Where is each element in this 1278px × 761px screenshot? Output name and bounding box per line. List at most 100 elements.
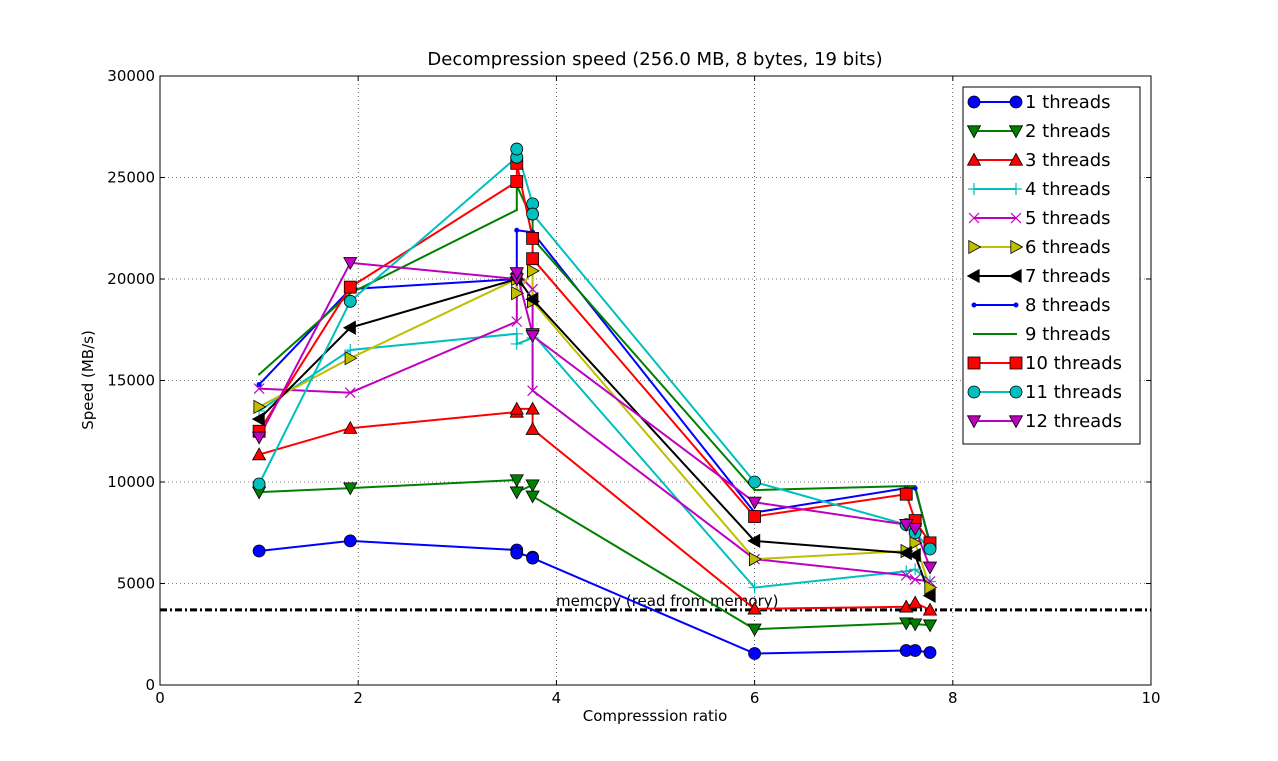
- legend-marker: [967, 385, 981, 399]
- data-point: [510, 327, 523, 340]
- legend-marker: [971, 302, 977, 308]
- x-tick-label: 6: [750, 689, 760, 707]
- data-point: [514, 227, 520, 233]
- data-point: [747, 533, 761, 549]
- series-8: [258, 229, 931, 544]
- data-point: [527, 283, 539, 295]
- data-point: [909, 535, 923, 551]
- chart-title: Decompression speed (256.0 MB, 8 bytes, …: [427, 49, 882, 70]
- legend-label: 9 threads: [1025, 324, 1111, 345]
- data-point: [343, 257, 358, 271]
- series-markers-5: [253, 267, 936, 587]
- data-point: [526, 252, 540, 266]
- legend-label: 4 threads: [1025, 179, 1111, 200]
- legend-label: 3 threads: [1025, 150, 1111, 171]
- x-tick-label: 2: [353, 689, 363, 707]
- data-point: [511, 316, 523, 328]
- legend-marker: [966, 152, 982, 166]
- legend-marker: [966, 268, 980, 284]
- data-point: [922, 602, 938, 616]
- data-point: [909, 574, 921, 585]
- legend-label: 5 threads: [1025, 208, 1111, 229]
- data-point: [526, 207, 540, 221]
- data-point: [747, 601, 762, 615]
- data-point: [344, 344, 357, 357]
- data-point: [908, 644, 922, 657]
- data-point: [256, 382, 262, 388]
- y-tick-label: 15000: [107, 372, 155, 390]
- series-line: [258, 185, 931, 546]
- data-point: [251, 447, 267, 461]
- x-tick-label: 8: [948, 689, 958, 707]
- legend: 1 threads 2 threads 3 threads 4 threads 5 th…: [962, 86, 1141, 445]
- data-point: [922, 561, 938, 575]
- legend-item: 4 threads: [968, 179, 1111, 200]
- legend-marker: [968, 212, 980, 224]
- data-point: [912, 485, 918, 491]
- data-point: [922, 588, 936, 603]
- data-point: [923, 542, 937, 556]
- legend-item: 6 threads: [968, 237, 1111, 258]
- legend-marker: [1010, 239, 1024, 255]
- data-point: [748, 647, 761, 660]
- data-point: [525, 490, 540, 504]
- data-point: [909, 563, 922, 576]
- series-line: [258, 273, 931, 597]
- series-markers-8: [256, 227, 933, 546]
- legend-item: 10 threads: [967, 353, 1122, 374]
- series-group: [251, 142, 938, 660]
- legend-item: 7 threads: [966, 266, 1111, 287]
- data-point: [251, 431, 267, 445]
- data-point: [525, 330, 540, 344]
- legend-label: 10 threads: [1025, 353, 1122, 374]
- data-point: [343, 534, 357, 548]
- x-tick-label: 10: [1141, 689, 1160, 707]
- series-9: [258, 185, 931, 546]
- data-point: [907, 595, 923, 609]
- data-point: [748, 475, 761, 489]
- data-point: [252, 544, 266, 558]
- legend-marker: [1008, 415, 1024, 429]
- y-tick-label: 25000: [107, 169, 155, 187]
- data-point: [343, 482, 358, 496]
- y-tick-label: 10000: [107, 473, 155, 491]
- data-point: [525, 479, 540, 493]
- data-point: [907, 547, 921, 563]
- data-point: [748, 510, 761, 523]
- data-point: [753, 489, 756, 492]
- data-point: [526, 231, 540, 245]
- series-7: [258, 273, 931, 597]
- data-point: [343, 280, 357, 294]
- legend-marker: [1009, 356, 1023, 370]
- legend-marker: [968, 239, 982, 255]
- legend-item: 8 threads: [971, 295, 1111, 316]
- data-point: [511, 286, 525, 301]
- data-point: [515, 208, 518, 211]
- data-point: [342, 320, 356, 335]
- data-point: [527, 263, 540, 279]
- data-point: [525, 292, 539, 307]
- data-point: [258, 373, 261, 376]
- legend-marker: [966, 415, 982, 429]
- data-point: [253, 399, 267, 415]
- data-point: [747, 623, 762, 637]
- legend-item: 2 threads: [966, 121, 1111, 142]
- data-point: [344, 350, 358, 366]
- data-point: [905, 485, 908, 488]
- data-point: [510, 175, 524, 188]
- legend-marker: [1010, 183, 1022, 195]
- data-point: [898, 545, 912, 561]
- data-point: [907, 523, 923, 537]
- data-point: [525, 421, 540, 435]
- legend-marker: [1008, 152, 1024, 166]
- legend-label: 7 threads: [1025, 266, 1111, 287]
- data-point: [343, 420, 358, 434]
- legend-marker: [967, 95, 981, 109]
- legend-label: 6 threads: [1025, 237, 1111, 258]
- x-axis-label: Compresssion ratio: [583, 707, 728, 725]
- data-point: [344, 387, 356, 399]
- legend-item: 5 threads: [968, 208, 1111, 229]
- data-point: [509, 267, 524, 281]
- legend-marker: [967, 356, 981, 370]
